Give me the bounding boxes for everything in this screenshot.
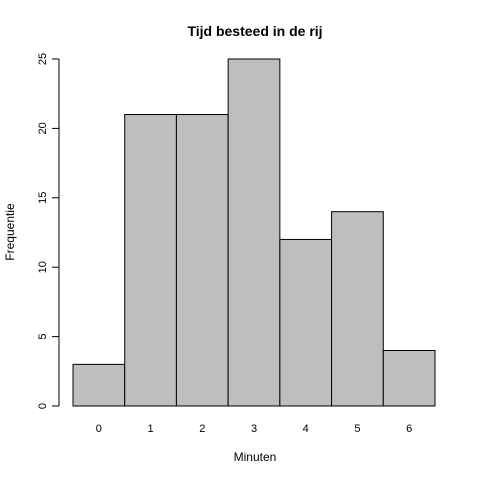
x-tick-label-0: 0 — [96, 423, 102, 435]
y-tick-label-10: 10 — [37, 261, 49, 273]
x-tick-label-2: 2 — [199, 423, 205, 435]
bar-6 — [382, 349, 436, 407]
bar-5 — [331, 211, 384, 407]
bars-group — [72, 58, 436, 407]
y-tick-label-20: 20 — [37, 122, 49, 134]
y-tick-label-0: 0 — [37, 403, 49, 409]
y-axis: 0 5 10 15 20 25 — [37, 53, 60, 409]
x-tick-label-5: 5 — [354, 423, 360, 435]
bar-3 — [227, 58, 281, 407]
y-axis-label: Frequentie — [3, 203, 17, 261]
bar-1 — [124, 114, 177, 407]
x-tick-label-4: 4 — [303, 423, 309, 435]
y-tick-label-25: 25 — [37, 53, 49, 65]
x-axis-label: Minuten — [234, 450, 277, 464]
x-axis-tick-labels: 0 1 2 3 4 5 6 — [96, 423, 412, 435]
y-tick-label-15: 15 — [37, 192, 49, 204]
x-tick-label-3: 3 — [251, 423, 257, 435]
bar-4 — [279, 238, 333, 407]
chart-title: Tijd besteed in de rij — [187, 23, 322, 39]
bar-2 — [175, 114, 229, 407]
bar-0 — [72, 363, 126, 407]
x-tick-label-1: 1 — [148, 423, 154, 435]
x-tick-label-6: 6 — [406, 423, 412, 435]
y-tick-label-5: 5 — [37, 334, 49, 340]
